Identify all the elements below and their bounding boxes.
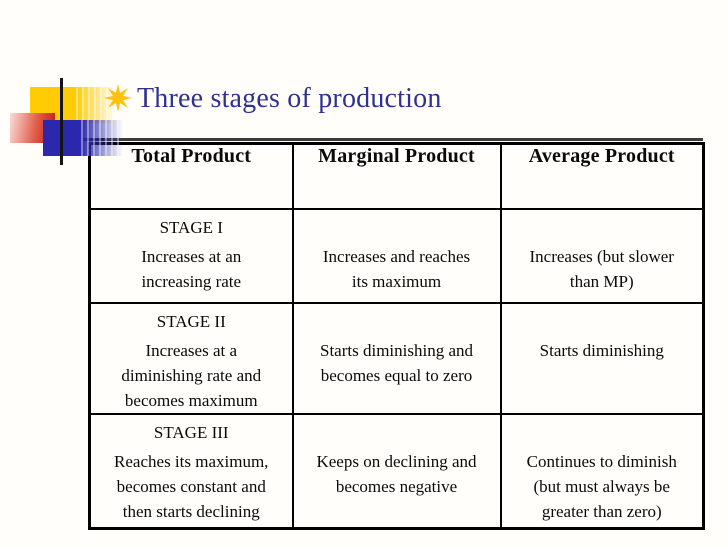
table-cell: STAGE I Increases at an increasing rate (88, 208, 294, 304)
stage-spacer (295, 416, 499, 449)
cell-text: Starts diminishing and becomes equal to … (320, 341, 473, 385)
column-header-average-product: Average Product (499, 142, 705, 210)
cell-text: Continues to diminish (but must always b… (526, 452, 677, 521)
stage-spacer (503, 416, 702, 449)
header-row: Total Product Marginal Product Average P… (88, 142, 705, 210)
table-cell: STAGE III Reaches its maximum, becomes c… (88, 413, 294, 530)
logo-yellow-square-fade (76, 87, 116, 123)
cell-text: Increases and reaches its maximum (322, 247, 471, 291)
stage-label: STAGE II (156, 312, 226, 331)
production-stages-table: Total Product Marginal Product Average P… (88, 142, 705, 530)
table-cell: Starts diminishing and becomes equal to … (291, 302, 502, 415)
table-cell: Continues to diminish (but must always b… (499, 413, 705, 530)
stage-spacer (503, 305, 702, 338)
table-cell: Starts diminishing (499, 302, 705, 415)
column-header-marginal-product: Marginal Product (291, 142, 502, 210)
stage-label: STAGE III (153, 423, 229, 442)
cell-text: Starts diminishing (539, 341, 664, 360)
table-row-stage-1: STAGE I Increases at an increasing rate … (88, 208, 705, 304)
logo-blue-square-fade (81, 120, 123, 156)
cell-text: Increases (but slower than MP) (529, 247, 674, 291)
stage-spacer (295, 305, 499, 338)
stage-spacer (295, 211, 499, 244)
table-cell: STAGE II Increases at a diminishing rate… (88, 302, 294, 415)
table-cell: Keeps on declining and becomes negative (291, 413, 502, 530)
table-row-stage-2: STAGE II Increases at a diminishing rate… (88, 302, 705, 415)
cell-text: Reaches its maximum, becomes constant an… (114, 452, 269, 521)
logo-cross-line (60, 78, 63, 165)
cell-text: Increases at a diminishing rate and beco… (121, 341, 262, 410)
star-bullet-icon (104, 84, 132, 112)
slide-title: Three stages of production (137, 83, 442, 114)
table-cell: Increases and reaches its maximum (291, 208, 502, 304)
stage-label: STAGE I (159, 218, 223, 237)
stage-spacer (503, 211, 702, 244)
table-row-stage-3: STAGE III Reaches its maximum, becomes c… (88, 413, 705, 530)
table-cell: Increases (but slower than MP) (499, 208, 705, 304)
cell-text: Increases at an increasing rate (141, 247, 242, 291)
divider-line (30, 138, 703, 141)
cell-text: Keeps on declining and becomes negative (316, 452, 477, 496)
